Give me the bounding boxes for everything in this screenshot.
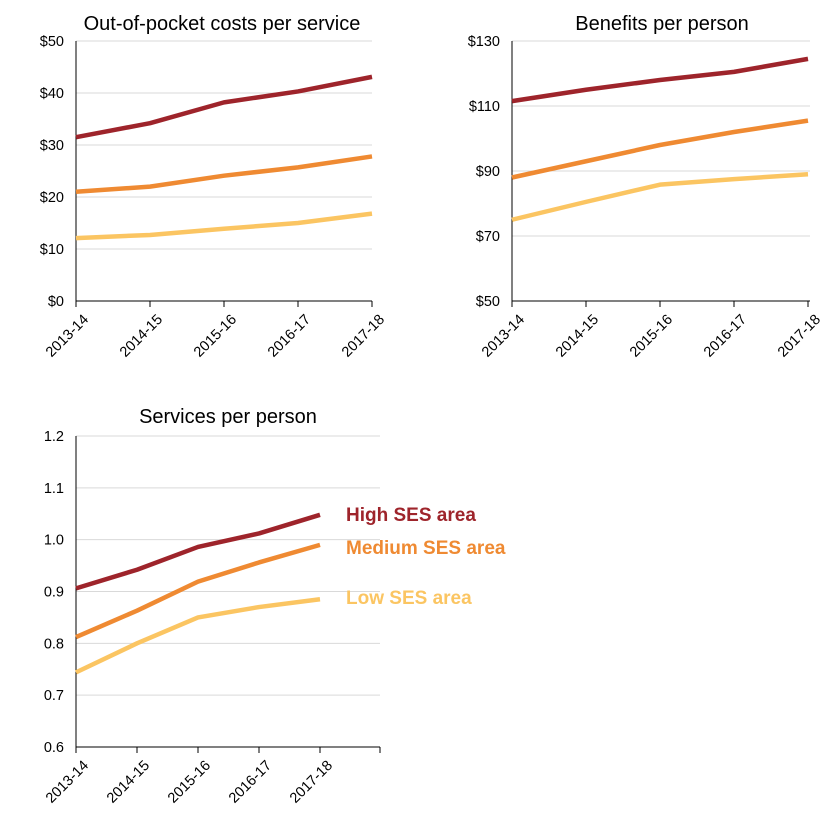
y-tick-label: $90 (476, 164, 500, 180)
y-tick-label: $30 (40, 138, 64, 154)
y-tick-label: 0.8 (44, 636, 64, 652)
x-tick-labels: 2013-14 2014-15 2015-16 2016-17 2017-18 (43, 758, 336, 807)
y-tick-label: 0.6 (44, 740, 64, 756)
axes (511, 41, 810, 307)
series-lines (511, 56, 809, 222)
x-tick-label: 2014-15 (553, 312, 602, 361)
y-tick-label: $10 (40, 242, 64, 258)
x-tick-label: 2014-15 (117, 312, 166, 361)
gridlines (76, 435, 380, 696)
x-tick-label: 2013-14 (479, 312, 528, 361)
y-tick-label: 1.1 (44, 481, 64, 497)
legend-entry-high: High SES area (346, 505, 476, 526)
legend: High SES area Medium SES area Low SES ar… (346, 505, 506, 609)
series-line-high (75, 512, 321, 591)
x-tick-label: 2017-18 (775, 312, 821, 361)
y-tick-label: $110 (469, 99, 500, 115)
y-tick-label: $20 (40, 190, 64, 206)
y-tick-label: 0.9 (44, 585, 64, 601)
series-lines (75, 512, 321, 675)
y-tick-label: $50 (476, 294, 500, 310)
y-tick-label: $130 (468, 34, 500, 50)
y-tick-label: $40 (40, 86, 64, 102)
series-line-high (511, 56, 809, 104)
y-tick-label: $50 (40, 34, 64, 50)
series-line-low (75, 211, 373, 241)
x-tick-label: 2016-17 (701, 312, 750, 361)
chart-title: Benefits per person (575, 13, 748, 35)
series-line-low (75, 597, 321, 675)
y-tick-labels: 0.6 0.7 0.8 0.9 1.0 1.1 1.2 (44, 429, 64, 756)
y-tick-label: 1.0 (44, 533, 64, 549)
gridlines (76, 40, 372, 250)
y-tick-label: $70 (476, 229, 500, 245)
y-tick-label: $0 (48, 294, 64, 310)
x-tick-label: 2015-16 (191, 312, 240, 361)
chart-title: Services per person (139, 406, 317, 428)
panel-services: Services per person 0.6 0.7 0.8 0.9 1.0 1.1 1.… (43, 406, 506, 807)
series-line-high (75, 74, 373, 140)
x-tick-labels: 2013-14 2014-15 2015-16 2016-17 2017-18 (479, 312, 821, 361)
y-tick-labels: $0 $10 $20 $30 $40 $50 (40, 34, 64, 310)
series-line-low (511, 172, 809, 222)
axes (75, 436, 381, 753)
series-lines (75, 74, 373, 241)
x-tick-label: 2017-18 (287, 758, 336, 807)
gridlines (512, 40, 810, 237)
series-line-medium (75, 542, 321, 640)
x-tick-label: 2013-14 (43, 758, 92, 807)
axes (75, 41, 373, 307)
x-tick-label: 2015-16 (165, 758, 214, 807)
x-tick-label: 2017-18 (339, 312, 388, 361)
y-tick-label: 0.7 (44, 688, 64, 704)
panel-benefits: Benefits per person $50 $70 $90 $110 $130 20… (468, 13, 821, 361)
series-line-medium (75, 154, 373, 195)
x-tick-label: 2015-16 (627, 312, 676, 361)
y-tick-label: 1.2 (44, 429, 64, 445)
chart-title: Out-of-pocket costs per service (84, 13, 361, 35)
series-line-medium (511, 118, 809, 180)
x-tick-label: 2016-17 (226, 758, 275, 807)
x-tick-label: 2016-17 (265, 312, 314, 361)
legend-entry-low: Low SES area (346, 588, 472, 609)
y-tick-labels: $50 $70 $90 $110 $130 (468, 34, 500, 310)
x-tick-label: 2014-15 (104, 758, 153, 807)
x-tick-labels: 2013-14 2014-15 2015-16 2016-17 2017-18 (43, 312, 388, 361)
x-tick-label: 2013-14 (43, 312, 92, 361)
panel-out-of-pocket: Out-of-pocket costs per service $0 $10 $20… (40, 13, 388, 361)
legend-entry-medium: Medium SES area (346, 538, 506, 559)
